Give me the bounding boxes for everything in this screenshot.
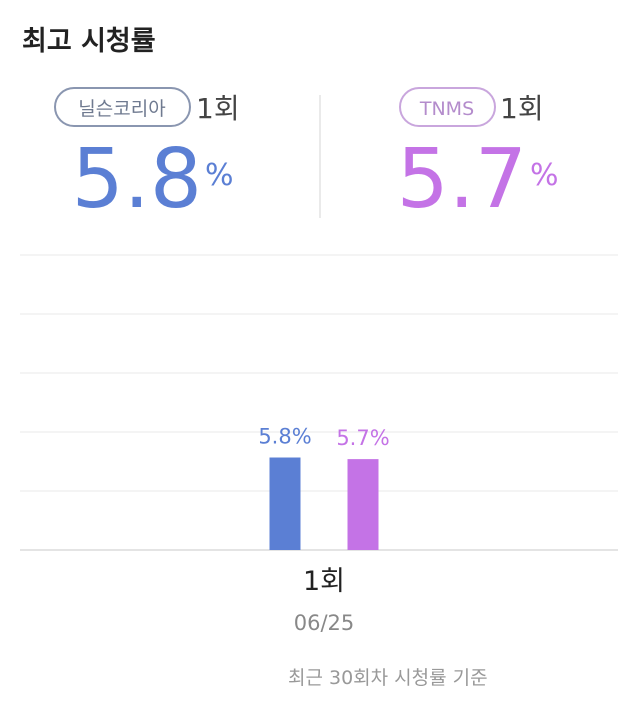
source-pill <box>399 87 496 127</box>
x-tick-label: 1회 <box>303 566 345 597</box>
headline-value: 5.7 <box>397 132 527 227</box>
bar-value-label: 5.8% <box>258 425 311 449</box>
bar <box>269 457 301 550</box>
bar-value-label: 5.7% <box>336 426 389 450</box>
episode: 1회 <box>500 92 544 125</box>
headline-value: 5.8 <box>72 132 202 227</box>
source-name: 닐슨코리아 <box>78 98 165 120</box>
headline-unit: % <box>205 158 234 193</box>
bar <box>347 459 379 550</box>
source-pill <box>54 87 191 127</box>
title: 최고 시청률 <box>22 26 156 57</box>
x-date-label: 06/25 <box>294 611 355 635</box>
headline-unit: % <box>530 158 559 193</box>
footnote: 최근 30회차 시청률 기준 <box>288 667 488 689</box>
episode: 1회 <box>196 92 240 125</box>
source-name: TNMS <box>419 98 474 120</box>
